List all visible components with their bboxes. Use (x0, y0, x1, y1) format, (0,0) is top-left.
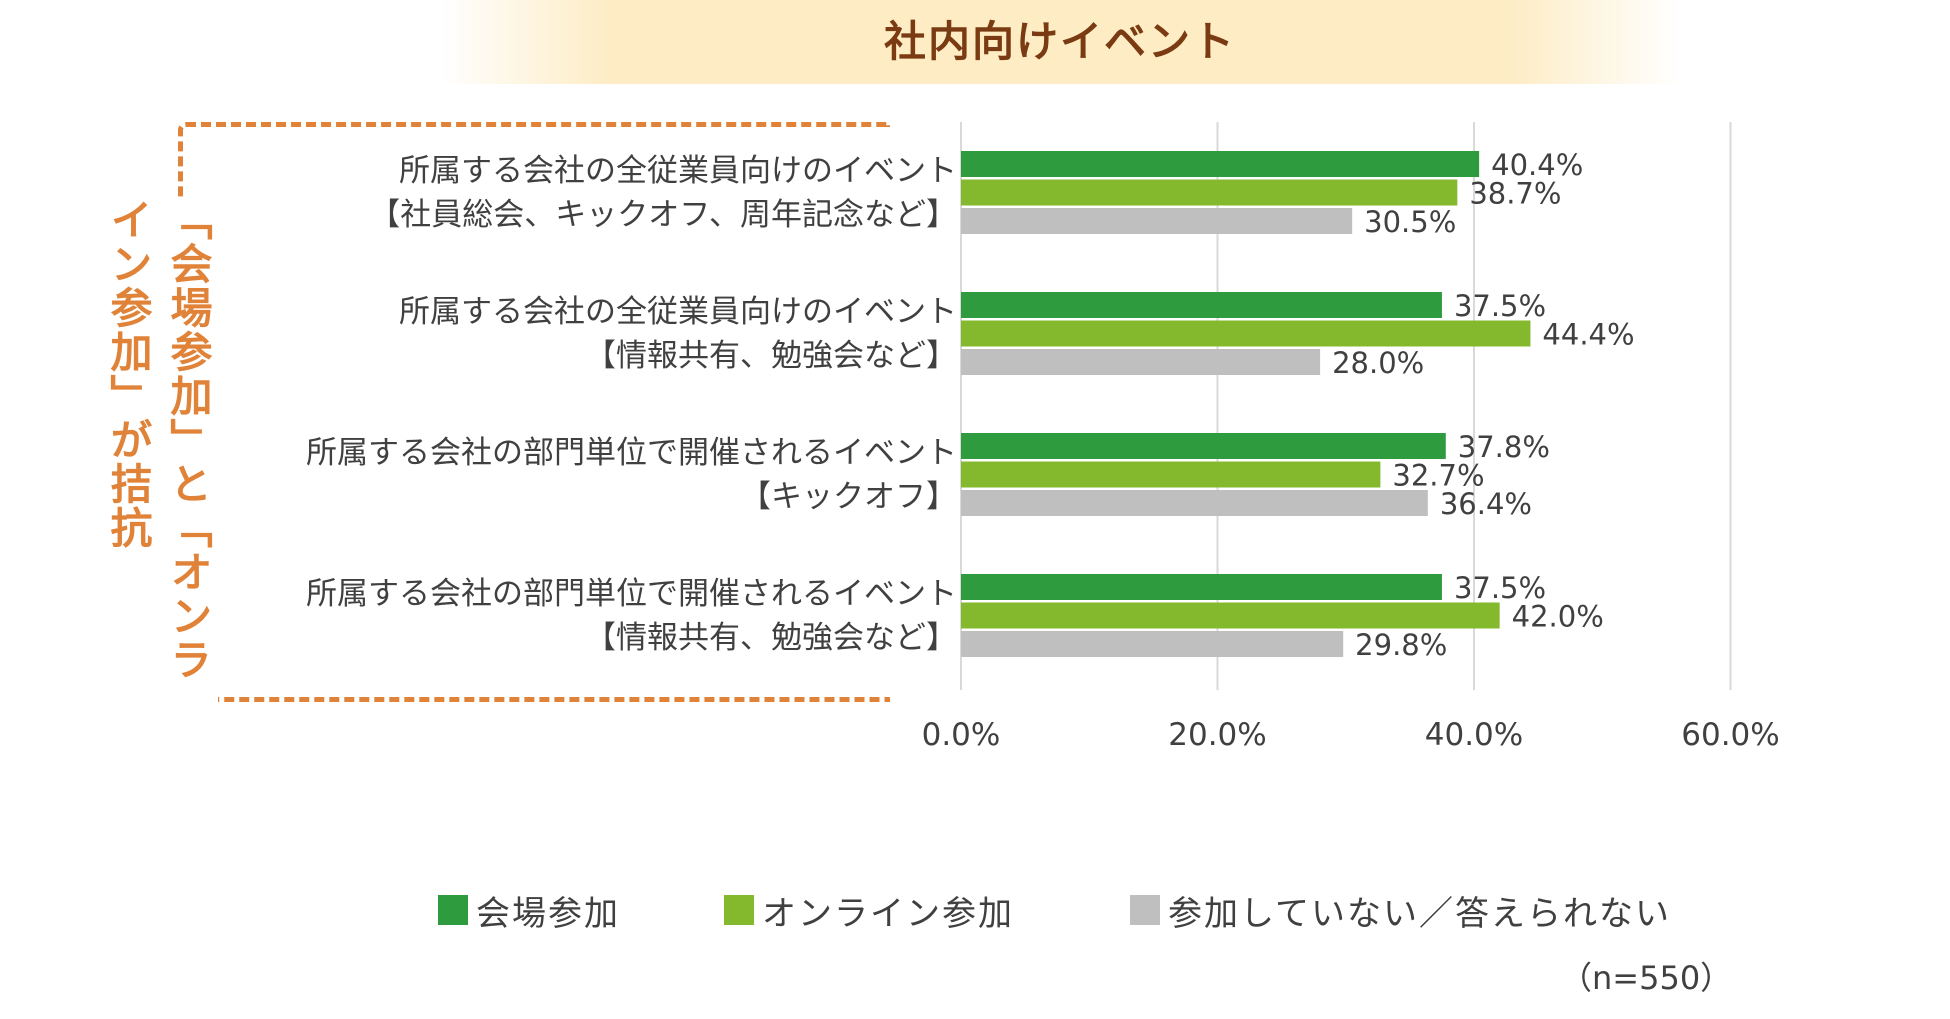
title-band (440, 0, 1680, 84)
x-tick-label: 20.0% (1168, 717, 1266, 753)
category-label-line2: 【社員総会、キックオフ、周年記念など】 (369, 196, 957, 233)
callout-text: 「会場参加」と「オンライン参加」が拮抗 (88, 198, 218, 718)
category-label: 所属する会社の全従業員向けのイベント【情報共有、勉強会など】 (197, 290, 957, 378)
legend-item: 会場参加 (438, 886, 620, 934)
category-label: 所属する会社の部門単位で開催されるイベント【情報共有、勉強会など】 (197, 572, 957, 660)
legend-item: 参加していない／答えられない (1130, 886, 1671, 934)
category-label-line1: 所属する会社の部門単位で開催されるイベント (306, 575, 957, 612)
category-label-line2: 【情報共有、勉強会など】 (585, 619, 957, 656)
category-label-line2: 【情報共有、勉強会など】 (585, 337, 957, 374)
legend-item: オンライン参加 (724, 886, 1014, 934)
x-tick-label: 0.0% (922, 717, 1001, 753)
category-label-line1: 所属する会社の全従業員向けのイベント (399, 293, 957, 330)
bar-value-label: 40.4% (1491, 148, 1583, 182)
category-label-line2: 【キックオフ】 (740, 478, 957, 515)
bar-value-label: 32.7% (1392, 459, 1484, 493)
legend-swatch (438, 895, 468, 925)
legend-swatch (724, 895, 754, 925)
chart-title: 社内向けイベント (883, 17, 1236, 66)
bar-value-label: 28.0% (1332, 346, 1424, 380)
bar (961, 631, 1344, 657)
bar (961, 151, 1480, 177)
legend: 会場参加 オンライン参加 参加していない／答えられない (0, 886, 1950, 934)
bar (961, 490, 1428, 516)
bar-value-label: 37.5% (1454, 289, 1546, 323)
bar-value-label: 37.8% (1458, 430, 1550, 464)
bar-value-label: 44.4% (1542, 318, 1634, 352)
bar (961, 461, 1381, 488)
bar-value-label: 30.5% (1364, 205, 1456, 239)
bar-value-label: 29.8% (1355, 628, 1447, 662)
bar (961, 433, 1446, 459)
bar (961, 292, 1442, 318)
legend-label: 参加していない／答えられない (1168, 893, 1671, 934)
bar (961, 179, 1458, 206)
bar (961, 349, 1321, 375)
bar (961, 602, 1500, 629)
bar-value-label: 38.7% (1469, 177, 1561, 211)
legend-label: 会場参加 (476, 893, 620, 934)
bar (961, 208, 1353, 234)
legend-swatch (1130, 895, 1160, 925)
x-tick-label: 60.0% (1681, 717, 1779, 753)
bar (961, 574, 1442, 600)
legend-label: オンライン参加 (762, 893, 1014, 934)
bar-value-label: 36.4% (1440, 487, 1532, 521)
x-tick-label: 40.0% (1425, 717, 1523, 753)
category-label-line1: 所属する会社の部門単位で開催されるイベント (306, 434, 957, 471)
category-label: 所属する会社の全従業員向けのイベント【社員総会、キックオフ、周年記念など】 (197, 149, 957, 237)
bar (961, 320, 1531, 347)
bar-value-label: 42.0% (1512, 600, 1604, 634)
bar-value-label: 37.5% (1454, 571, 1546, 605)
sample-size-note: （n=550） (1560, 959, 1733, 997)
category-label-line1: 所属する会社の全従業員向けのイベント (399, 152, 957, 189)
category-label: 所属する会社の部門単位で開催されるイベント【キックオフ】 (197, 431, 957, 519)
